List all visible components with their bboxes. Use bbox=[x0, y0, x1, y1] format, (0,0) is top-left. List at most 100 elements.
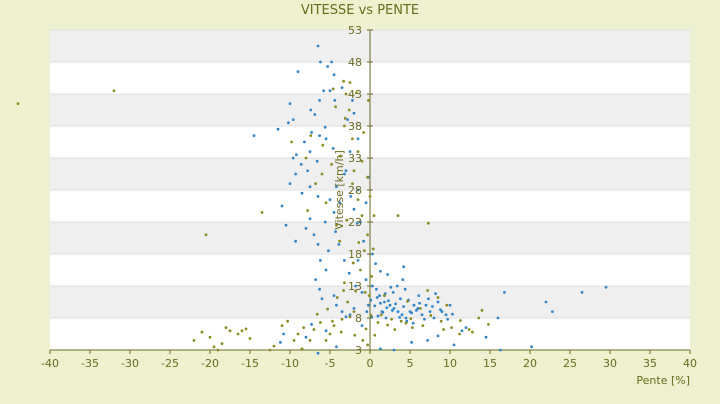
data-point-series-2 bbox=[372, 214, 376, 218]
data-point-series-2 bbox=[362, 131, 365, 134]
data-point-series-2 bbox=[338, 239, 341, 243]
data-point-series-1 bbox=[343, 172, 346, 176]
y-tick-label: 13 bbox=[348, 280, 362, 293]
data-point-series-2 bbox=[236, 332, 240, 336]
data-point-series-1 bbox=[410, 340, 413, 344]
data-point-series-1 bbox=[371, 284, 374, 288]
data-point-series-1 bbox=[360, 324, 364, 328]
data-point-series-1 bbox=[334, 230, 337, 234]
data-point-series-2 bbox=[427, 221, 430, 225]
data-point-series-2 bbox=[346, 300, 349, 304]
data-point-series-1 bbox=[279, 340, 282, 344]
data-point-series-2 bbox=[204, 233, 208, 237]
data-point-series-2 bbox=[411, 326, 414, 329]
data-point-series-2 bbox=[356, 198, 360, 202]
data-point-series-2 bbox=[409, 317, 413, 321]
data-point-series-1 bbox=[332, 211, 336, 214]
data-point-series-1 bbox=[392, 307, 396, 310]
data-point-series-1 bbox=[314, 278, 317, 281]
data-point-series-1 bbox=[427, 297, 430, 301]
data-point-series-2 bbox=[321, 143, 325, 147]
data-point-series-1 bbox=[352, 207, 356, 211]
data-point-series-1 bbox=[288, 102, 292, 105]
data-point-series-1 bbox=[365, 310, 369, 313]
data-point-series-1 bbox=[309, 108, 313, 112]
data-point-series-1 bbox=[276, 127, 280, 131]
data-point-series-1 bbox=[432, 316, 436, 320]
x-tick-label: -40 bbox=[41, 357, 59, 370]
data-point-series-1 bbox=[423, 317, 426, 321]
data-point-series-2 bbox=[304, 156, 308, 160]
data-point-series-1 bbox=[352, 307, 356, 310]
data-point-series-1 bbox=[544, 300, 548, 304]
data-point-series-1 bbox=[428, 310, 432, 313]
data-point-series-2 bbox=[421, 324, 425, 328]
data-point-series-2 bbox=[296, 332, 300, 336]
data-point-series-2 bbox=[331, 319, 334, 323]
data-point-series-2 bbox=[356, 150, 360, 154]
y-tick-label: 23 bbox=[348, 216, 362, 229]
data-point-series-2 bbox=[248, 337, 252, 340]
data-point-series-2 bbox=[340, 317, 344, 321]
data-point-series-2 bbox=[208, 335, 212, 339]
data-point-series-1 bbox=[379, 347, 382, 351]
data-point-series-1 bbox=[323, 125, 327, 129]
data-point-series-2 bbox=[404, 321, 408, 325]
data-point-series-1 bbox=[332, 73, 336, 77]
data-point-series-2 bbox=[360, 214, 364, 218]
data-point-series-1 bbox=[313, 113, 317, 116]
data-point-series-2 bbox=[309, 134, 313, 138]
data-point-series-1 bbox=[304, 227, 308, 230]
data-point-series-2 bbox=[487, 323, 490, 326]
data-point-series-1 bbox=[396, 310, 400, 313]
data-point-series-1 bbox=[400, 313, 404, 317]
data-point-series-1 bbox=[318, 287, 321, 291]
data-point-series-1 bbox=[327, 249, 330, 253]
data-point-series-1 bbox=[418, 301, 421, 305]
x-tick-label: 40 bbox=[683, 357, 697, 370]
data-point-series-2 bbox=[348, 315, 352, 319]
data-point-series-1 bbox=[348, 150, 352, 154]
data-point-series-1 bbox=[378, 294, 381, 297]
data-point-series-2 bbox=[260, 211, 264, 214]
data-point-series-1 bbox=[319, 60, 322, 64]
data-point-series-1 bbox=[326, 65, 329, 68]
data-point-series-2 bbox=[367, 294, 371, 297]
data-point-series-2 bbox=[477, 316, 481, 320]
data-point-series-2 bbox=[359, 268, 362, 272]
data-point-series-1 bbox=[364, 201, 368, 205]
data-point-series-1 bbox=[371, 252, 374, 256]
data-point-series-1 bbox=[360, 291, 364, 294]
data-point-series-2 bbox=[369, 314, 373, 317]
data-point-series-1 bbox=[352, 111, 356, 115]
data-point-series-1 bbox=[446, 317, 449, 321]
data-point-series-1 bbox=[306, 169, 309, 173]
data-point-series-1 bbox=[388, 303, 392, 307]
data-point-series-1 bbox=[316, 351, 320, 355]
data-point-series-2 bbox=[334, 105, 337, 109]
data-point-series-2 bbox=[367, 99, 370, 102]
data-point-series-2 bbox=[379, 313, 383, 317]
data-point-series-1 bbox=[300, 191, 304, 195]
data-point-series-1 bbox=[484, 335, 488, 339]
x-tick-label: 0 bbox=[367, 357, 374, 370]
data-point-series-1 bbox=[415, 308, 418, 312]
data-point-series-2 bbox=[324, 339, 328, 342]
data-point-series-2 bbox=[450, 326, 453, 329]
data-point-series-1 bbox=[356, 137, 360, 141]
data-point-series-2 bbox=[393, 328, 397, 331]
data-point-series-1 bbox=[416, 307, 420, 310]
data-point-series-1 bbox=[318, 99, 321, 102]
data-point-series-1 bbox=[439, 308, 442, 312]
data-point-series-1 bbox=[346, 118, 349, 121]
data-point-series-2 bbox=[326, 307, 329, 311]
data-point-series-1 bbox=[323, 220, 327, 224]
data-point-series-1 bbox=[394, 302, 397, 306]
data-point-series-1 bbox=[426, 339, 429, 342]
data-point-series-2 bbox=[220, 342, 224, 345]
data-point-series-1 bbox=[340, 310, 344, 313]
data-points bbox=[16, 44, 608, 355]
data-point-series-1 bbox=[356, 188, 360, 192]
data-point-series-2 bbox=[272, 344, 276, 348]
